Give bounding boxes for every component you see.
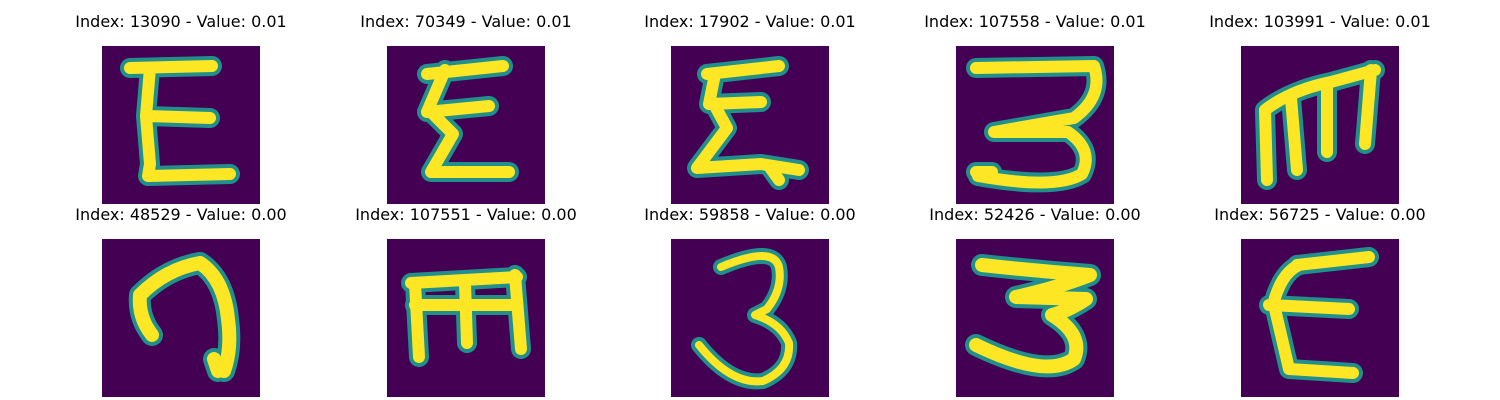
panel-10: Index: 56725 - Value: 0.00 xyxy=(1214,205,1426,397)
glyph-image-7 xyxy=(387,239,545,397)
panel-title: Index: 13090 - Value: 0.01 xyxy=(75,12,287,31)
panel-title: Index: 103991 - Value: 0.01 xyxy=(1209,12,1431,31)
glyph-image-3 xyxy=(671,46,829,204)
glyph-image-10 xyxy=(1241,239,1399,397)
panel-title: Index: 107558 - Value: 0.01 xyxy=(924,12,1146,31)
panel-2: Index: 70349 - Value: 0.01 xyxy=(360,12,572,204)
glyph-image-6 xyxy=(102,239,260,397)
panel-4: Index: 107558 - Value: 0.01 xyxy=(924,12,1146,204)
panel-title: Index: 70349 - Value: 0.01 xyxy=(360,12,572,31)
panel-title: Index: 107551 - Value: 0.00 xyxy=(355,205,577,224)
panel-title: Index: 59858 - Value: 0.00 xyxy=(644,205,856,224)
panel-7: Index: 107551 - Value: 0.00 xyxy=(355,205,577,397)
glyph-image-1 xyxy=(102,46,260,204)
glyph-image-4 xyxy=(956,46,1114,204)
panel-5: Index: 103991 - Value: 0.01 xyxy=(1209,12,1431,204)
panel-1: Index: 13090 - Value: 0.01 xyxy=(75,12,287,204)
glyph-image-2 xyxy=(387,46,545,204)
panel-3: Index: 17902 - Value: 0.01 xyxy=(644,12,856,204)
panel-6: Index: 48529 - Value: 0.00 xyxy=(75,205,287,397)
panel-title: Index: 56725 - Value: 0.00 xyxy=(1214,205,1426,224)
panel-9: Index: 52426 - Value: 0.00 xyxy=(929,205,1141,397)
glyph-image-9 xyxy=(956,239,1114,397)
panel-title: Index: 17902 - Value: 0.01 xyxy=(644,12,856,31)
panel-title: Index: 52426 - Value: 0.00 xyxy=(929,205,1141,224)
glyph-image-5 xyxy=(1241,46,1399,204)
panel-8: Index: 59858 - Value: 0.00 xyxy=(644,205,856,397)
glyph-image-8 xyxy=(671,239,829,397)
panel-title: Index: 48529 - Value: 0.00 xyxy=(75,205,287,224)
